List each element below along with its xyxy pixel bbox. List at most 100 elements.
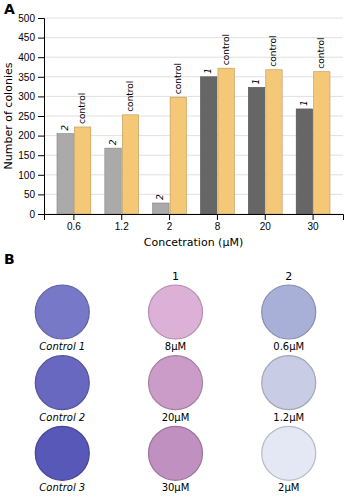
tick: 350 — [18, 72, 44, 83]
dish — [149, 285, 203, 339]
dish — [35, 426, 89, 480]
tick-mark — [121, 214, 122, 220]
panel: B 1 2 Control 1 8μM 0.6μM Control 2 20μM 1.2μM Co… — [4, 251, 316, 493]
dish — [262, 356, 316, 410]
tick-label: 30 — [308, 221, 320, 232]
tick-mark — [265, 214, 266, 220]
tick-label: 500 — [18, 13, 35, 24]
tick-mark — [73, 214, 74, 220]
tick-label: 50 — [24, 189, 36, 200]
dish — [262, 285, 316, 339]
grid — [44, 18, 343, 214]
tick-mark — [38, 96, 44, 97]
tick: 100 — [18, 170, 44, 181]
tick-label: 200 — [18, 130, 35, 141]
tick-label: 8 — [215, 221, 221, 232]
bar-labels: 222111controlcontrolcontrolcontrolcontro… — [60, 34, 327, 200]
dish-label: Control 1 — [39, 341, 85, 352]
tick-mark — [38, 116, 44, 117]
column-label: 2 — [285, 270, 292, 283]
tick-mark — [38, 214, 44, 215]
tick-label: 350 — [18, 72, 35, 83]
y-axis: 050100150200250300350400450500 — [18, 13, 44, 220]
tick-label: 0 — [29, 209, 35, 220]
tick-mark — [38, 136, 44, 137]
tick: 0 — [29, 209, 44, 220]
tick: 20 — [260, 214, 272, 232]
dish-label: 30μM — [162, 482, 190, 493]
bar-label: 1 — [203, 68, 213, 74]
axis-line — [45, 215, 344, 221]
axis-line — [38, 19, 45, 215]
bar — [314, 72, 330, 214]
dish-label: 8μM — [165, 341, 186, 352]
tick: 450 — [18, 32, 44, 43]
dish-label: 1.2μM — [273, 412, 304, 423]
tick-mark — [38, 175, 44, 176]
tick: 500 — [18, 13, 44, 24]
bar — [248, 87, 264, 214]
tick: 300 — [18, 91, 44, 102]
bar — [74, 127, 90, 214]
grid-line — [44, 37, 343, 38]
tick-label: 100 — [18, 170, 35, 181]
bar — [170, 97, 186, 214]
bar — [122, 115, 138, 214]
tick-label: 250 — [18, 111, 35, 122]
panel-title: A — [4, 1, 15, 17]
grid-line — [44, 76, 343, 77]
tick-label: 0.6 — [67, 221, 81, 232]
dish — [149, 426, 203, 480]
bars — [57, 68, 330, 214]
bar — [105, 148, 121, 214]
tick-mark — [38, 77, 44, 78]
tick-mark — [313, 214, 314, 220]
tick-mark — [38, 155, 44, 156]
tick: 1.2 — [115, 214, 129, 232]
grid-line — [44, 57, 343, 58]
plot: 0501001502002503003504004505000.61.22820… — [18, 13, 343, 232]
figure: A0501001502002503003504004505000.61.2282… — [0, 0, 351, 500]
tick-label: 1.2 — [115, 221, 129, 232]
dish-label: Control 3 — [39, 482, 85, 493]
bar-label: 2 — [108, 139, 118, 145]
tick-mark — [38, 57, 44, 58]
tick-mark — [38, 38, 44, 39]
bar — [218, 68, 234, 214]
column-label: 1 — [172, 270, 179, 283]
tick-mark — [217, 214, 218, 220]
tick-label: 300 — [18, 91, 35, 102]
dish-label: 20μM — [162, 412, 190, 423]
tick-label: 450 — [18, 32, 35, 43]
dish-label: 2μM — [278, 482, 299, 493]
x-axis: 0.6 1.2 2 8 20 30 — [45, 214, 344, 232]
dish-label: 0.6μM — [273, 341, 304, 352]
tick-label: 150 — [18, 150, 35, 161]
x-axis-title: Concetration (μM) — [144, 236, 243, 249]
bar-label: control — [173, 63, 183, 94]
tick: 150 — [18, 150, 44, 161]
dish — [35, 356, 89, 410]
tick-mark — [38, 18, 44, 19]
bar-label: control — [221, 34, 231, 65]
tick-label: 2 — [167, 221, 173, 232]
tick: 8 — [215, 214, 221, 232]
panel: A0501001502002503003504004505000.61.2282… — [2, 1, 344, 249]
bar — [266, 70, 282, 214]
dish — [149, 356, 203, 410]
bar — [57, 134, 73, 214]
bar-label: 2 — [155, 194, 165, 200]
bar-label: control — [268, 36, 278, 67]
bar — [153, 203, 169, 214]
bar-label: control — [316, 38, 326, 69]
panel-title: B — [4, 251, 15, 267]
bar-label: control — [77, 93, 87, 124]
tick-mark — [38, 194, 44, 195]
tick: 50 — [24, 189, 44, 200]
dish-label: Control 2 — [39, 412, 85, 423]
bar-label: 1 — [251, 79, 261, 85]
y-axis-title: Number of colonies — [2, 62, 15, 169]
grid-line — [44, 96, 343, 97]
bar — [296, 109, 312, 214]
tick: 0.6 — [67, 214, 81, 232]
